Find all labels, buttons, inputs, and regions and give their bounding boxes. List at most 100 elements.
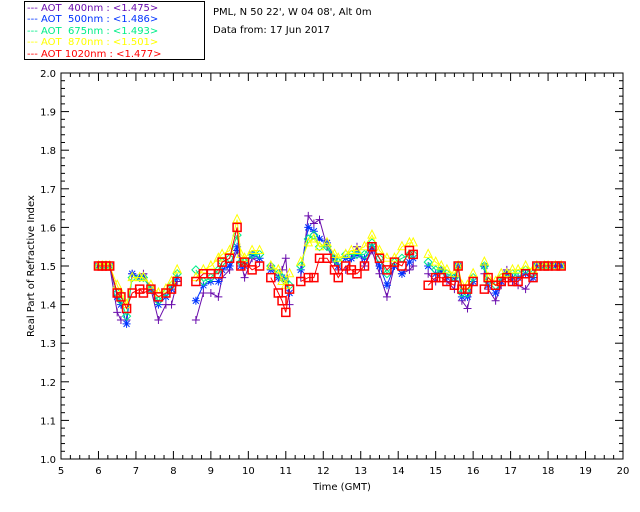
legend-label: AOT 400nm : <1.475> bbox=[41, 3, 159, 14]
data-point bbox=[333, 252, 344, 262]
data-point bbox=[436, 259, 447, 270]
chart-legend: --- AOT 400nm : <1.475> --- AOT 500nm : … bbox=[24, 1, 205, 60]
data-point bbox=[138, 272, 149, 283]
data-point bbox=[127, 288, 137, 298]
series-line bbox=[195, 227, 260, 282]
data-point bbox=[367, 229, 377, 239]
legend-label: AOT 500nm : <1.486> bbox=[41, 14, 159, 26]
x-tick-label: 9 bbox=[208, 466, 214, 477]
data-point bbox=[382, 265, 392, 275]
data-point bbox=[277, 295, 287, 306]
series-line bbox=[98, 265, 178, 317]
data-point bbox=[191, 276, 201, 287]
data-point bbox=[468, 276, 478, 287]
data-point bbox=[309, 232, 319, 243]
y-tick-label: 1.6 bbox=[40, 223, 56, 234]
data-point bbox=[430, 256, 441, 266]
data-point bbox=[304, 211, 313, 220]
data-point bbox=[436, 272, 447, 283]
site-location: PML, N 50 22', W 04 08', Alt 0m bbox=[213, 7, 372, 18]
x-tick-label: 12 bbox=[317, 466, 330, 477]
series-line bbox=[270, 277, 291, 313]
data-point bbox=[213, 268, 224, 279]
data-point bbox=[247, 265, 257, 275]
data-point bbox=[442, 263, 452, 274]
data-point bbox=[198, 276, 209, 287]
x-tick-label: 17 bbox=[504, 466, 517, 477]
data-point bbox=[424, 269, 433, 278]
legend-entry-675nm: --- AOT 675nm : <1.493> bbox=[27, 25, 159, 37]
data-point bbox=[281, 307, 291, 318]
legend-entry-1020nm: --- AOT 1020nm : <1.477> bbox=[27, 48, 162, 60]
x-tick-label: 18 bbox=[542, 466, 555, 477]
data-point bbox=[153, 292, 164, 302]
data-point bbox=[352, 242, 361, 251]
data-point bbox=[138, 288, 149, 298]
data-point bbox=[266, 272, 276, 283]
data-point bbox=[502, 272, 512, 283]
data-point bbox=[138, 271, 149, 282]
data-point bbox=[463, 304, 472, 313]
data-point bbox=[191, 296, 200, 305]
x-tick-label: 5 bbox=[58, 466, 64, 477]
data-point bbox=[232, 230, 242, 240]
data-point bbox=[121, 303, 132, 314]
data-point bbox=[462, 288, 473, 298]
y-tick-label: 1.4 bbox=[40, 301, 56, 312]
data-point bbox=[397, 261, 407, 271]
data-point bbox=[329, 248, 340, 258]
data-point bbox=[556, 261, 566, 271]
x-axis-label: Time (GMT) bbox=[312, 482, 371, 493]
data-point bbox=[513, 263, 523, 274]
data-point bbox=[483, 271, 493, 282]
data-point bbox=[479, 284, 490, 294]
series-line bbox=[98, 265, 178, 325]
y-tick-label: 1.7 bbox=[40, 185, 56, 196]
data-point bbox=[104, 261, 115, 271]
data-point bbox=[423, 257, 433, 267]
x-tick-label: 19 bbox=[579, 466, 592, 477]
data-point bbox=[405, 265, 414, 274]
y-axis-label: Real Part of Refractive Index bbox=[26, 195, 37, 337]
data-point bbox=[266, 261, 276, 271]
data-point bbox=[172, 263, 182, 274]
data-point bbox=[199, 289, 208, 298]
data-point bbox=[277, 275, 287, 285]
data-point bbox=[315, 215, 324, 224]
data-point bbox=[367, 241, 377, 252]
data-point bbox=[206, 289, 215, 298]
legend-entry-500nm: --- AOT 500nm : <1.486> bbox=[27, 14, 159, 26]
data-point bbox=[254, 244, 265, 255]
data-point bbox=[528, 272, 538, 283]
legend-label: AOT 1020nm : <1.477> bbox=[41, 48, 162, 60]
data-point bbox=[191, 316, 200, 325]
data-point bbox=[532, 259, 542, 270]
x-tick-label: 20 bbox=[617, 466, 630, 477]
y-tick-label: 1.1 bbox=[40, 416, 56, 427]
data-point bbox=[408, 249, 418, 260]
data-point bbox=[382, 281, 391, 290]
y-tick-label: 1.9 bbox=[40, 108, 56, 119]
data-point bbox=[153, 296, 164, 306]
x-tick-label: 6 bbox=[95, 466, 101, 477]
data-point bbox=[284, 267, 295, 278]
data-point bbox=[295, 256, 306, 266]
x-tick-label: 10 bbox=[242, 466, 255, 477]
x-tick-label: 7 bbox=[133, 466, 139, 477]
data-point bbox=[191, 265, 201, 275]
data-point bbox=[382, 292, 391, 301]
y-tick-label: 1.0 bbox=[40, 455, 56, 466]
data-point bbox=[240, 273, 249, 282]
data-point bbox=[333, 272, 344, 283]
data-point bbox=[153, 286, 164, 297]
data-point bbox=[346, 265, 357, 275]
data-point bbox=[359, 261, 370, 271]
data-point bbox=[352, 268, 362, 279]
data-point bbox=[217, 257, 227, 267]
x-tick-label: 14 bbox=[392, 466, 405, 477]
series-line bbox=[300, 245, 414, 282]
data-point bbox=[375, 262, 384, 270]
data-point bbox=[273, 263, 284, 274]
legend-label: AOT 870nm : <1.501> bbox=[41, 37, 159, 49]
